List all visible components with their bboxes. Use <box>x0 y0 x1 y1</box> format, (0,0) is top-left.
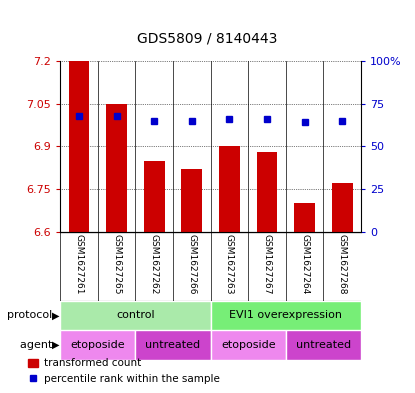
Bar <box>181 169 202 232</box>
Text: protocol: protocol <box>7 310 56 320</box>
Text: GSM1627264: GSM1627264 <box>300 234 309 294</box>
Legend: transformed count, percentile rank within the sample: transformed count, percentile rank withi… <box>24 354 224 388</box>
Bar <box>211 330 286 360</box>
Bar <box>60 330 135 360</box>
Text: GSM1627263: GSM1627263 <box>225 234 234 294</box>
Bar <box>211 301 361 330</box>
Bar <box>257 152 277 232</box>
Bar <box>332 184 353 232</box>
Text: EVI1 overexpression: EVI1 overexpression <box>229 310 342 320</box>
Text: ▶: ▶ <box>52 340 59 350</box>
Bar <box>68 61 89 232</box>
Text: GDS5809 / 8140443: GDS5809 / 8140443 <box>137 31 278 45</box>
Text: GSM1627265: GSM1627265 <box>112 234 121 294</box>
Text: GSM1627261: GSM1627261 <box>74 234 83 294</box>
Text: etoposide: etoposide <box>221 340 276 350</box>
Text: agent: agent <box>20 340 56 350</box>
Text: GSM1627266: GSM1627266 <box>187 234 196 294</box>
Text: GSM1627262: GSM1627262 <box>150 234 159 294</box>
Bar <box>219 146 240 232</box>
Bar <box>286 330 361 360</box>
Text: untreated: untreated <box>296 340 351 350</box>
Bar <box>60 301 211 330</box>
Text: ▶: ▶ <box>52 310 59 320</box>
Bar <box>294 203 315 232</box>
Text: GSM1627268: GSM1627268 <box>338 234 347 294</box>
Bar <box>144 161 164 232</box>
Bar <box>135 330 210 360</box>
Bar <box>106 104 127 232</box>
Text: GSM1627267: GSM1627267 <box>263 234 271 294</box>
Text: untreated: untreated <box>145 340 200 350</box>
Text: control: control <box>116 310 155 320</box>
Text: etoposide: etoposide <box>71 340 125 350</box>
